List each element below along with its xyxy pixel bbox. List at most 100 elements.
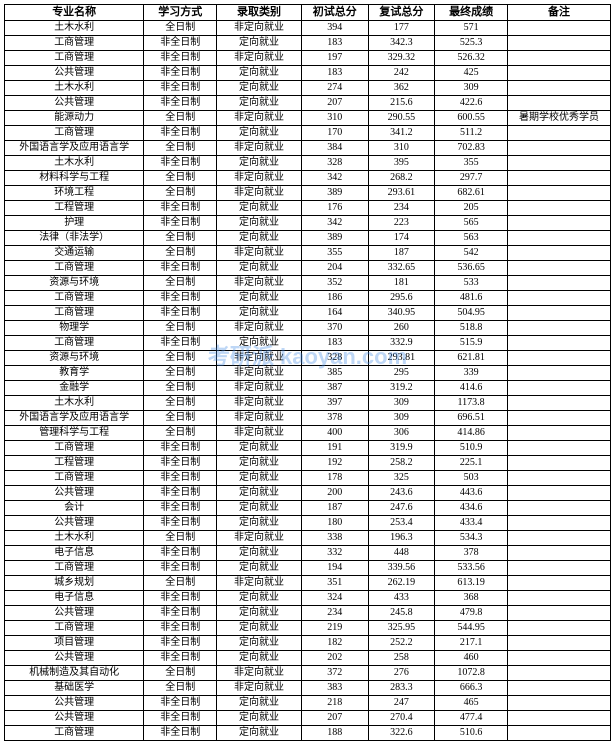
table-cell — [507, 201, 610, 216]
table-cell — [507, 81, 610, 96]
table-cell: 544.95 — [435, 621, 508, 636]
table-cell: 定向就业 — [217, 216, 302, 231]
table-cell: 370 — [301, 321, 368, 336]
table-cell: 定向就业 — [217, 261, 302, 276]
table-cell: 309 — [368, 396, 435, 411]
table-cell — [507, 21, 610, 36]
table-cell: 电子信息 — [5, 591, 144, 606]
table-cell: 非定向就业 — [217, 366, 302, 381]
table-cell: 310 — [368, 141, 435, 156]
table-cell — [507, 171, 610, 186]
table-row: 材料科学与工程全日制非定向就业342268.2297.7 — [5, 171, 611, 186]
table-cell: 460 — [435, 651, 508, 666]
table-cell: 183 — [301, 66, 368, 81]
table-row: 护理非全日制定向就业342223565 — [5, 216, 611, 231]
table-row: 金融学全日制非定向就业387319.2414.6 — [5, 381, 611, 396]
table-cell: 管理科学与工程 — [5, 426, 144, 441]
table-cell: 328 — [301, 156, 368, 171]
table-cell: 非全日制 — [144, 546, 217, 561]
column-header: 初试总分 — [301, 5, 368, 21]
table-cell: 234 — [301, 606, 368, 621]
table-cell: 机械制造及其自动化 — [5, 666, 144, 681]
table-cell: 非定向就业 — [217, 396, 302, 411]
table-cell — [507, 306, 610, 321]
table-cell: 非全日制 — [144, 291, 217, 306]
table-cell: 542 — [435, 246, 508, 261]
table-cell — [507, 66, 610, 81]
table-cell: 434.6 — [435, 501, 508, 516]
table-cell: 非定向就业 — [217, 426, 302, 441]
table-cell: 定向就业 — [217, 66, 302, 81]
table-cell: 工商管理 — [5, 126, 144, 141]
table-cell: 268.2 — [368, 171, 435, 186]
table-cell: 182 — [301, 636, 368, 651]
table-cell: 定向就业 — [217, 306, 302, 321]
table-cell: 工程管理 — [5, 201, 144, 216]
table-cell: 192 — [301, 456, 368, 471]
table-cell: 295.6 — [368, 291, 435, 306]
table-cell: 非定向就业 — [217, 276, 302, 291]
column-header: 备注 — [507, 5, 610, 21]
table-cell: 188 — [301, 726, 368, 741]
table-cell: 234 — [368, 201, 435, 216]
table-cell: 394 — [301, 21, 368, 36]
table-cell: 181 — [368, 276, 435, 291]
table-cell: 会计 — [5, 501, 144, 516]
table-cell: 325 — [368, 471, 435, 486]
table-cell: 非全日制 — [144, 636, 217, 651]
table-cell — [507, 156, 610, 171]
table-cell: 503 — [435, 471, 508, 486]
column-header: 录取类别 — [217, 5, 302, 21]
table-cell: 621.81 — [435, 351, 508, 366]
table-cell: 340.95 — [368, 306, 435, 321]
table-cell — [507, 426, 610, 441]
table-cell: 325.95 — [368, 621, 435, 636]
table-cell — [507, 336, 610, 351]
table-cell: 定向就业 — [217, 621, 302, 636]
table-cell: 全日制 — [144, 531, 217, 546]
table-cell — [507, 561, 610, 576]
table-row: 土木水利全日制非定向就业338196.3534.3 — [5, 531, 611, 546]
table-cell: 公共管理 — [5, 651, 144, 666]
table-cell: 329.32 — [368, 51, 435, 66]
table-cell: 护理 — [5, 216, 144, 231]
column-header: 复试总分 — [368, 5, 435, 21]
table-cell: 295 — [368, 366, 435, 381]
table-cell: 339.56 — [368, 561, 435, 576]
table-cell: 城乡规划 — [5, 576, 144, 591]
table-cell: 297.7 — [435, 171, 508, 186]
table-cell: 非全日制 — [144, 336, 217, 351]
table-cell — [507, 381, 610, 396]
table-row: 电子信息非全日制定向就业332448378 — [5, 546, 611, 561]
table-cell: 270.4 — [368, 711, 435, 726]
table-cell: 定向就业 — [217, 156, 302, 171]
table-cell: 非全日制 — [144, 96, 217, 111]
table-cell: 定向就业 — [217, 591, 302, 606]
table-row: 工商管理非全日制定向就业191319.9510.9 — [5, 441, 611, 456]
table-cell: 土木水利 — [5, 396, 144, 411]
table-cell: 341.2 — [368, 126, 435, 141]
table-cell: 536.65 — [435, 261, 508, 276]
table-cell: 247.6 — [368, 501, 435, 516]
table-cell: 510.9 — [435, 441, 508, 456]
table-cell: 物理学 — [5, 321, 144, 336]
table-cell — [507, 351, 610, 366]
table-cell: 328 — [301, 351, 368, 366]
table-row: 工商管理非全日制定向就业204332.65536.65 — [5, 261, 611, 276]
table-row: 外国语言学及应用语言学全日制非定向就业384310702.83 — [5, 141, 611, 156]
table-cell: 定向就业 — [217, 651, 302, 666]
table-cell: 186 — [301, 291, 368, 306]
table-cell: 非定向就业 — [217, 666, 302, 681]
table-cell — [507, 486, 610, 501]
column-header: 最终成绩 — [435, 5, 508, 21]
table-cell: 533.56 — [435, 561, 508, 576]
table-cell: 397 — [301, 396, 368, 411]
table-cell: 384 — [301, 141, 368, 156]
table-cell: 225.1 — [435, 456, 508, 471]
table-cell: 387 — [301, 381, 368, 396]
table-row: 土木水利全日制非定向就业394177571 — [5, 21, 611, 36]
table-row: 土木水利非全日制定向就业274362309 — [5, 81, 611, 96]
table-cell: 207 — [301, 711, 368, 726]
table-row: 能源动力全日制非定向就业310290.55600.55暑期学校优秀学员 — [5, 111, 611, 126]
table-cell: 材料科学与工程 — [5, 171, 144, 186]
